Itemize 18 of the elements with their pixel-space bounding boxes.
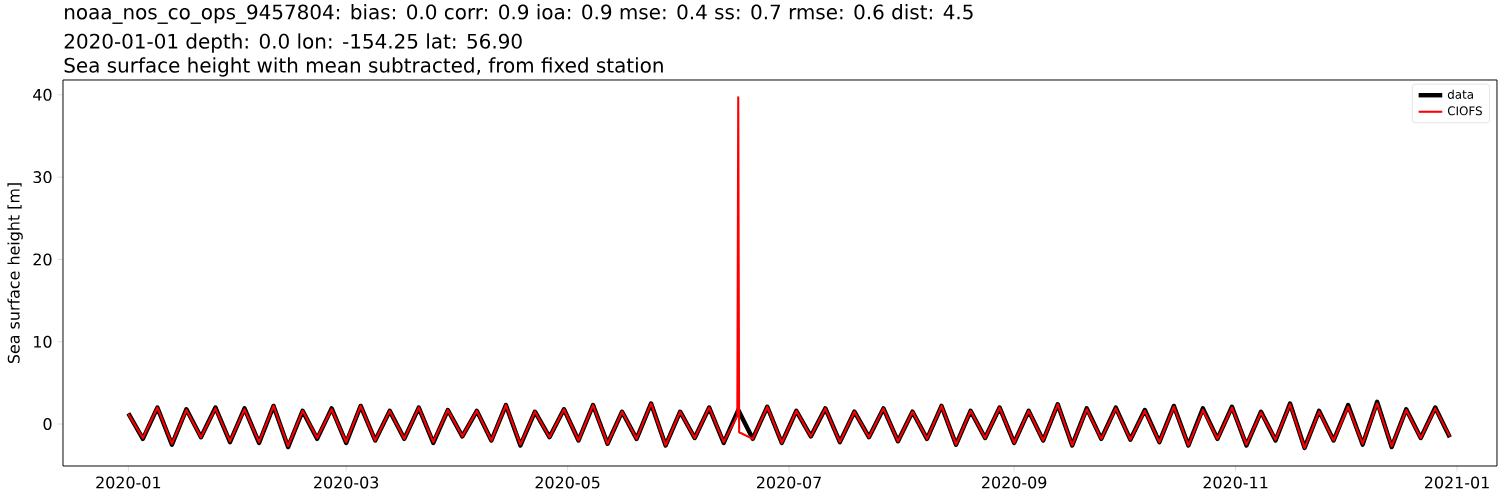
legend-label: CIOFS	[1447, 106, 1482, 116]
chart-subtitle: 2020-01-01 depth: 0.0 lon: -154.25 lat: 56.90	[64, 33, 522, 53]
x-tick-label: 2020-03	[314, 476, 379, 489]
y-tick-label: 20	[33, 253, 52, 266]
y-tick-label: 30	[33, 171, 52, 184]
x-tick-label: 2021-01	[1424, 476, 1489, 489]
x-tick-label: 2020-09	[982, 476, 1047, 489]
y-tick-label: 10	[34, 335, 52, 348]
text: Sea surface height with mean subtracted, from fixed station	[64, 57, 663, 77]
y-tick-label: 0	[43, 418, 52, 431]
x-tick-label: 2020-05	[535, 476, 600, 489]
y-axis-title: Sea surface height [m]	[7, 183, 23, 364]
x-tick-label: 2020-01	[96, 476, 161, 489]
x-tick-label: 2020-11	[1203, 476, 1268, 489]
y-tick-label: 40	[33, 88, 52, 101]
chart-title: noaa_nos_co_ops_9457804: bias: 0.0 corr: 0.9 ioa: 0.9 mse: 0.4 ss: 0.7 rmse: 0.6 dist: 4.5	[65, 4, 973, 24]
x-tick-label: 2020-07	[756, 476, 821, 489]
legend-label: data	[1447, 89, 1473, 99]
